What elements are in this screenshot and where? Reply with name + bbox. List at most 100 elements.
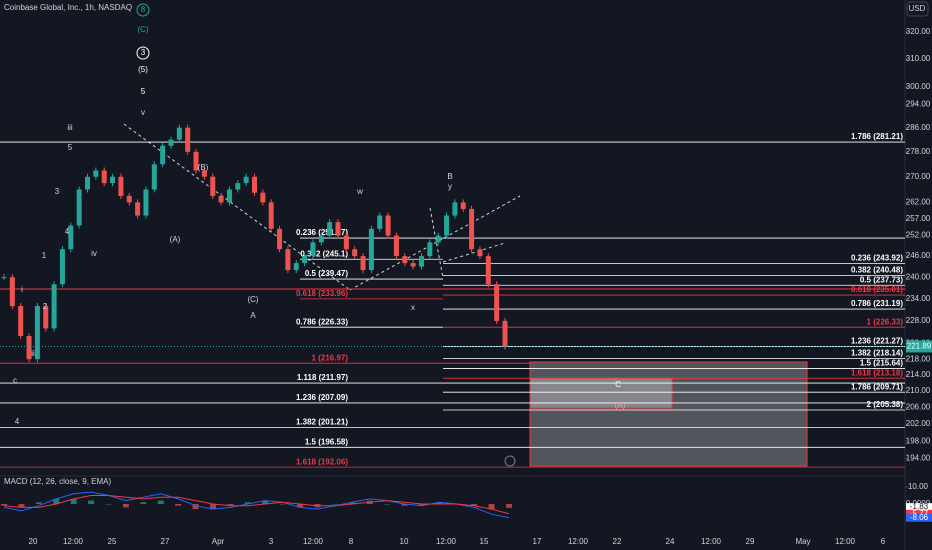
wave-label: 5 bbox=[68, 143, 73, 152]
y-tick-label: 214.00 bbox=[906, 370, 931, 379]
wave-label: w bbox=[356, 187, 363, 196]
fib-label: 1.5 (215.64) bbox=[860, 359, 903, 368]
fib-label: 1.618 (213.18) bbox=[851, 368, 903, 377]
y-tick-label: 300.00 bbox=[906, 82, 931, 91]
macd-title: MACD (12, 26, close, 9, EMA) bbox=[4, 477, 111, 486]
candle bbox=[477, 249, 483, 257]
y-tick-label: 252.00 bbox=[906, 231, 931, 240]
symbol-title: Coinbase Global, Inc., 1h, NASDAQ bbox=[4, 3, 132, 12]
candle bbox=[285, 249, 291, 271]
fib-label: 0.5 (239.47) bbox=[305, 269, 348, 278]
candle bbox=[185, 127, 191, 152]
x-tick-label: 6 bbox=[881, 537, 886, 546]
macd-series bbox=[3, 495, 510, 515]
x-tick-label: 15 bbox=[480, 537, 489, 546]
y-tick-label: 320.00 bbox=[906, 27, 931, 36]
histogram-bar bbox=[88, 500, 95, 504]
y-tick-label: 294.00 bbox=[906, 99, 931, 108]
y-tick-label: 270.00 bbox=[906, 172, 931, 181]
y-tick-label: 202.00 bbox=[906, 419, 931, 428]
candle bbox=[76, 189, 82, 226]
candle bbox=[243, 176, 249, 184]
histogram-bar bbox=[227, 504, 234, 506]
wave-label: (A) bbox=[170, 235, 181, 244]
candle bbox=[318, 235, 324, 243]
candle bbox=[310, 242, 316, 257]
x-tick-label: 12:00 bbox=[701, 537, 722, 546]
candle bbox=[160, 145, 166, 165]
x-tick-label: 20 bbox=[29, 537, 38, 546]
fib-label: 2 (205.38) bbox=[867, 400, 904, 409]
x-tick-label: May bbox=[795, 537, 810, 546]
currency-button[interactable] bbox=[906, 1, 929, 17]
fib-label: 0.618 (235.01) bbox=[851, 285, 903, 294]
histogram-bar bbox=[53, 498, 60, 504]
fib-label: 0.786 (231.19) bbox=[851, 299, 903, 308]
y-tick-label: 257.00 bbox=[906, 214, 931, 223]
fib-label: 0.382 (240.48) bbox=[851, 266, 903, 275]
wave-label: 8 bbox=[141, 5, 146, 14]
candle bbox=[452, 202, 458, 216]
wave-label: B bbox=[447, 172, 452, 181]
candle bbox=[18, 306, 24, 336]
x-tick-label: 12:00 bbox=[568, 537, 589, 546]
candle bbox=[201, 170, 207, 177]
wave-label: c bbox=[13, 376, 17, 385]
wave-circle bbox=[136, 46, 150, 60]
y-tick-label: 240.00 bbox=[906, 272, 931, 281]
y-tick-label: 278.00 bbox=[906, 147, 931, 156]
candle bbox=[143, 189, 149, 216]
candle bbox=[343, 235, 349, 250]
y-tick-label: 198.00 bbox=[906, 436, 931, 445]
candle bbox=[385, 215, 391, 236]
x-tick-label: 12:00 bbox=[303, 537, 324, 546]
histogram-bar bbox=[70, 498, 77, 504]
candle bbox=[393, 235, 399, 257]
wave-label: i bbox=[21, 285, 23, 294]
histogram-bar bbox=[418, 504, 425, 506]
currency[interactable]: USD bbox=[909, 4, 926, 13]
y-tick-label: 262.00 bbox=[906, 198, 931, 207]
fib-label: 0.5 (237.73) bbox=[860, 275, 903, 284]
wave-label: y bbox=[448, 182, 452, 191]
histogram-bar bbox=[297, 504, 304, 508]
candle bbox=[252, 176, 257, 193]
macd-series bbox=[3, 491, 510, 519]
wave-label: 2 bbox=[43, 302, 48, 311]
wave-label: (5) bbox=[138, 65, 148, 74]
target-label: C bbox=[615, 380, 621, 389]
candle bbox=[410, 263, 416, 267]
y-tick-label: 310.00 bbox=[906, 54, 931, 63]
candle bbox=[43, 306, 49, 329]
wave-label: 1 bbox=[42, 251, 47, 260]
y-tick-label: 246.00 bbox=[906, 251, 931, 260]
y-tick-label: 218.00 bbox=[906, 354, 931, 363]
wave-label: (B) bbox=[198, 163, 209, 172]
candle bbox=[51, 284, 57, 329]
last-price-tag bbox=[906, 340, 932, 353]
value-tag-label: -8.06 bbox=[910, 513, 929, 522]
value-tag-label: -5.77 bbox=[910, 509, 929, 518]
candle bbox=[218, 195, 224, 203]
fib-label: 1.5 (196.58) bbox=[305, 437, 348, 446]
value-tag-label: -1.83 bbox=[910, 502, 929, 511]
trend-line bbox=[442, 242, 506, 263]
histogram-bar bbox=[262, 500, 269, 504]
alert-icon[interactable] bbox=[504, 455, 516, 467]
wave-label: (C) bbox=[247, 295, 258, 304]
candle bbox=[151, 164, 157, 190]
wave-label: 3 bbox=[141, 48, 146, 57]
candle bbox=[101, 170, 107, 184]
wave-label: iii bbox=[67, 123, 73, 132]
fib-label: 1.236 (207.09) bbox=[296, 393, 348, 402]
candle bbox=[59, 249, 65, 285]
fib-label: 1.236 (221.27) bbox=[851, 337, 903, 346]
histogram-bar bbox=[1, 504, 7, 506]
histogram-bar bbox=[349, 502, 356, 504]
histogram-bar bbox=[122, 504, 129, 508]
candle bbox=[1, 277, 7, 279]
histogram-bar bbox=[18, 504, 25, 508]
candle bbox=[93, 170, 99, 177]
wave-label: ii bbox=[31, 349, 35, 358]
